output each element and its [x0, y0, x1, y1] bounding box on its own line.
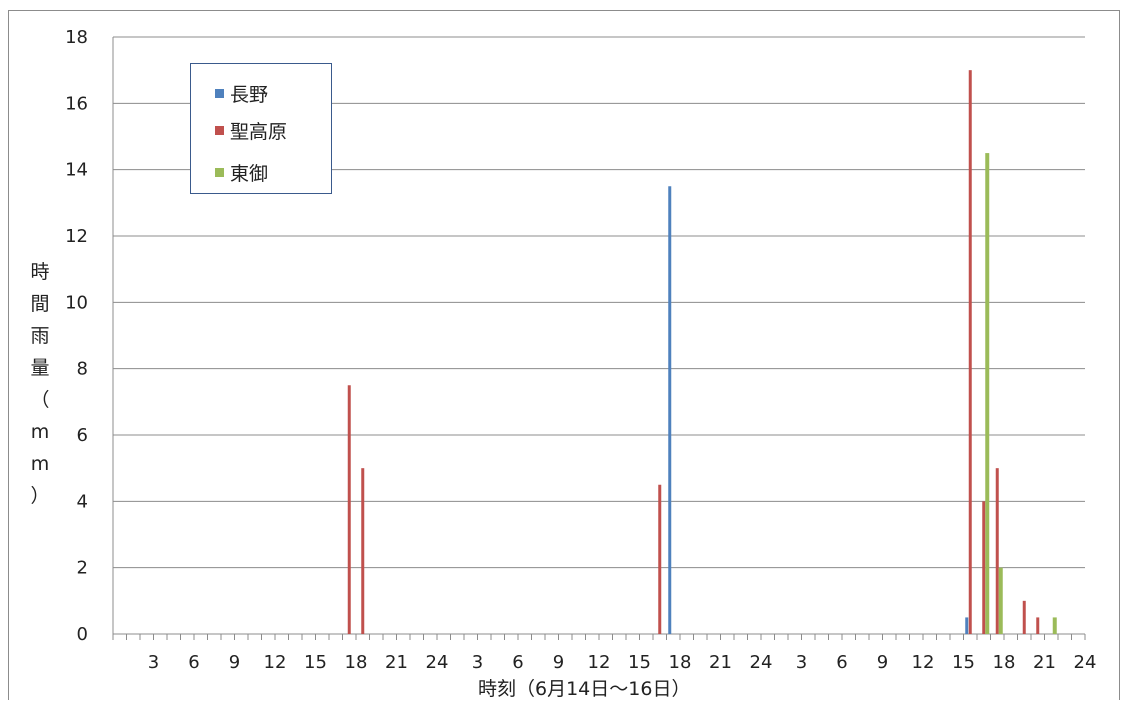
- bar-hijiri-kogen: [347, 385, 351, 634]
- bar-hijiri-kogen: [1036, 617, 1040, 634]
- bar-hijiri-kogen: [361, 468, 365, 634]
- x-tick-label: 18: [669, 652, 692, 673]
- x-tick-label: 6: [836, 652, 847, 673]
- x-tick-label: 6: [188, 652, 199, 673]
- legend-swatch: [215, 88, 224, 98]
- y-tick-label: 18: [65, 27, 88, 48]
- y-tick-label: 8: [77, 359, 88, 380]
- x-tick-label: 12: [264, 652, 287, 673]
- y-axis-label: 時 間 雨 量 （ m m ）: [30, 261, 50, 507]
- bar-hijiri-kogen: [995, 468, 999, 634]
- y-tick-label: 12: [65, 226, 88, 247]
- legend-item: 東御: [215, 158, 268, 186]
- bar-tomi: [998, 567, 1003, 634]
- bar-hijiri-kogen: [968, 70, 972, 634]
- x-tick-label: 12: [912, 652, 935, 673]
- legend-swatch: [215, 125, 224, 135]
- y-tick-label: 10: [65, 292, 88, 313]
- x-axis-label: 時刻（6月14日～16日）: [478, 678, 691, 700]
- bar-tomi: [1052, 617, 1057, 634]
- bar-tomi: [985, 153, 990, 635]
- chart-frame: [8, 10, 1120, 700]
- legend-label: 東御: [230, 162, 269, 185]
- legend-item: 聖高原: [215, 116, 287, 144]
- y-tick-label: 16: [65, 93, 88, 114]
- x-tick-label: 15: [628, 652, 651, 673]
- x-tick-label: 9: [229, 652, 240, 673]
- x-tick-label: 24: [1074, 652, 1097, 673]
- bar-nagano: [965, 617, 969, 634]
- y-tick-label: 0: [77, 624, 88, 645]
- bar-hijiri-kogen: [1022, 600, 1026, 634]
- bar-nagano: [668, 186, 672, 634]
- x-tick-label: 9: [553, 652, 564, 673]
- x-tick-label: 18: [993, 652, 1016, 673]
- legend-label: 長野: [230, 83, 269, 106]
- x-tick-label: 15: [304, 652, 327, 673]
- x-tick-label: 6: [512, 652, 523, 673]
- x-tick-label: 18: [345, 652, 368, 673]
- x-tick-label: 3: [796, 652, 807, 673]
- y-tick-label: 4: [77, 491, 88, 512]
- x-tick-label: 21: [1033, 652, 1056, 673]
- legend-item: 長野: [215, 79, 268, 107]
- x-tick-label: 12: [588, 652, 611, 673]
- y-tick-label: 6: [77, 425, 88, 446]
- x-tick-label: 21: [709, 652, 732, 673]
- bar-hijiri-kogen: [658, 484, 662, 634]
- x-tick-label: 24: [750, 652, 773, 673]
- x-tick-label: 15: [952, 652, 975, 673]
- y-tick-label: 14: [65, 160, 88, 181]
- x-tick-label: 9: [877, 652, 888, 673]
- legend-label: 聖高原: [230, 120, 288, 143]
- bar-hijiri-kogen: [982, 501, 986, 634]
- x-tick-label: 24: [426, 652, 449, 673]
- x-tick-label: 21: [385, 652, 408, 673]
- x-tick-label: 3: [472, 652, 483, 673]
- legend-swatch: [215, 167, 224, 177]
- x-tick-label: 3: [148, 652, 159, 673]
- y-tick-label: 2: [77, 558, 88, 579]
- legend: 長野 聖高原 東御: [190, 63, 332, 194]
